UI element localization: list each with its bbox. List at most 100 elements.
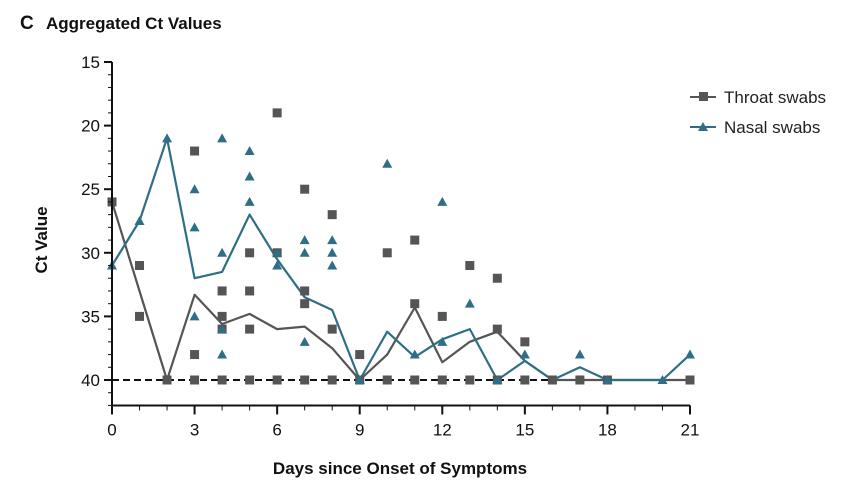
nasal-swab-point (437, 196, 448, 206)
throat-swab-point (520, 337, 530, 347)
nasal-swab-point (244, 196, 255, 206)
nasal-swab-point (382, 158, 393, 168)
throat-swab-point (190, 375, 200, 385)
x-tick-label: 0 (107, 420, 116, 439)
nasal-swab-point (162, 133, 173, 143)
throat-swab-point (327, 324, 337, 334)
throat-swab-point (135, 311, 145, 321)
throat-swab-point (217, 375, 227, 385)
nasal-swab-point (189, 184, 200, 194)
x-tick-label: 6 (272, 420, 281, 439)
data-points (107, 108, 695, 385)
throat-swab-point (465, 375, 475, 385)
nasal-swab-point (217, 324, 228, 334)
legend-item-nasal: Nasal swabs (690, 118, 820, 137)
throat-swab-point (245, 375, 255, 385)
nasal-swab-point (602, 375, 613, 384)
y-tick-label: 30 (81, 244, 100, 263)
throat-swab-point (245, 286, 255, 296)
y-tick-label: 40 (81, 371, 100, 390)
x-tick-label: 9 (355, 420, 364, 439)
x-tick-label: 21 (681, 420, 700, 439)
nasal-swab-point (437, 336, 448, 346)
throat-swab-point (382, 248, 392, 258)
mean-lines (110, 137, 691, 382)
x-tick-label: 18 (598, 420, 617, 439)
throat-swab-point (575, 375, 585, 385)
nasal-swab-point (217, 247, 228, 257)
throat-swab-point (382, 375, 392, 385)
throat-swab-point (190, 350, 200, 360)
nasal-swab-point (299, 247, 310, 257)
axes: 15 20 25 30 35 40 0 3 6 9 12 15 18 21 (81, 53, 699, 439)
nasal-swab-point (217, 349, 228, 359)
x-tick-label: 12 (433, 420, 452, 439)
nasal-swab-point (464, 298, 475, 308)
y-tick-label: 25 (81, 180, 100, 199)
throat-swab-point (300, 184, 310, 194)
throat-swab-point (547, 375, 557, 385)
throat-swab-point (355, 350, 365, 360)
throat-swab-point (437, 375, 447, 385)
throat-swab-point (685, 375, 695, 385)
throat-swab-point (327, 375, 337, 385)
nasal-swab-point (217, 133, 228, 143)
nasal-swab-point (327, 260, 338, 270)
nasal-swab-point (299, 336, 310, 346)
nasal-swab-point (134, 216, 145, 225)
nasal-swab-point (409, 349, 420, 359)
nasal-swab-point (272, 260, 283, 270)
x-tick-label: 15 (515, 420, 534, 439)
nasal-swab-point (189, 222, 200, 232)
throat-swab-point (520, 375, 530, 385)
throat-swab-point (437, 311, 447, 321)
y-tick-label: 15 (81, 53, 100, 72)
legend-item-throat: Throat swabs (690, 88, 826, 107)
nasal-swab-point (519, 349, 530, 359)
legend-throat-label: Throat swabs (724, 88, 826, 107)
throat-mean-line (110, 201, 690, 382)
legend-nasal-label: Nasal swabs (724, 118, 820, 137)
nasal-swab-point (299, 235, 310, 245)
throat-swab-point (465, 261, 475, 271)
y-tick-label: 20 (81, 117, 100, 136)
nasal-swab-point (492, 375, 503, 384)
y-tick-label: 35 (81, 307, 100, 326)
y-axis-label: Ct Value (32, 206, 51, 273)
throat-swab-point (190, 146, 200, 156)
nasal-swab-point (244, 146, 255, 156)
chart-title: Aggregated Ct Values (46, 14, 222, 33)
nasal-swab-point (657, 375, 668, 384)
throat-swab-point (410, 299, 420, 309)
nasal-swab-point (327, 247, 338, 257)
throat-swab-point (135, 261, 145, 271)
nasal-swab-point (354, 375, 365, 384)
throat-swab-point (300, 299, 310, 309)
throat-swab-point (327, 210, 337, 220)
throat-swab-point (217, 311, 227, 321)
throat-swab-point (217, 286, 227, 296)
throat-swab-point (245, 248, 255, 258)
nasal-swab-point (327, 235, 338, 245)
nasal-swab-point (244, 171, 255, 181)
throat-swab-point (300, 286, 310, 296)
nasal-swab-point (272, 247, 283, 257)
x-axis-label: Days since Onset of Symptoms (273, 459, 527, 478)
throat-swab-point (492, 273, 502, 283)
nasal-swab-point (685, 349, 695, 359)
x-tick-label: 3 (190, 420, 199, 439)
throat-swab-point (410, 375, 420, 385)
legend-nasal-triangle-marker (698, 122, 708, 131)
throat-swab-point (410, 235, 420, 245)
throat-swab-point (300, 375, 310, 385)
panel-letter: C (20, 13, 34, 34)
throat-swab-point (272, 375, 282, 385)
throat-swab-point (162, 375, 172, 385)
nasal-swab-point (189, 311, 200, 321)
throat-swab-point (492, 324, 502, 334)
legend-throat-square-marker (699, 92, 708, 101)
nasal-mean-line (111, 137, 691, 382)
throat-swab-point (272, 108, 282, 118)
legend: Throat swabs Nasal swabs (690, 88, 826, 137)
